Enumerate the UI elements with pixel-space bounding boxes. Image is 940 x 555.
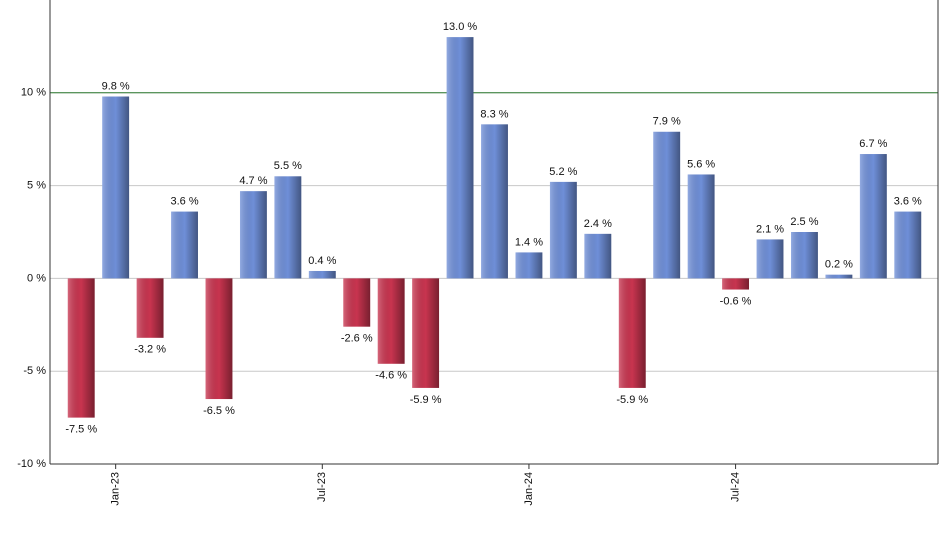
value-label: 2.5 % [790,216,818,228]
x-tick-label: Jul-23 [316,472,328,502]
bar-shade [756,239,784,279]
x-tick-label: Jan-23 [110,472,122,506]
value-label: 1.4 % [515,236,543,248]
value-label: 9.8 % [102,80,130,92]
value-label: -3.2 % [134,344,166,356]
value-label: -2.6 % [341,333,373,345]
y-tick-label: -5 % [23,365,46,377]
value-label: 2.4 % [584,218,612,230]
y-tick-label: 5 % [27,180,46,192]
bar-shade [653,131,681,279]
bar-shade [274,176,302,279]
x-tick-label: Jul-24 [729,472,741,502]
bar-shade [859,154,887,279]
value-label: 2.1 % [756,223,784,235]
value-label: 0.2 % [825,259,853,271]
value-label: 3.6 % [894,195,922,207]
y-tick-label: -10 % [17,458,46,470]
value-label: -0.6 % [720,295,752,307]
value-label: -7.5 % [65,424,97,436]
value-label: 5.5 % [274,160,302,172]
x-tick-label: Jan-24 [523,472,535,506]
value-label: 13.0 % [443,21,477,33]
bar-shade [446,37,474,279]
bar-shade [791,232,818,279]
bar-shade [687,174,715,279]
bar-shade [825,274,853,279]
bar-shade [722,278,750,290]
value-label: -4.6 % [375,370,407,382]
bar-shade [584,233,612,279]
value-label: -6.5 % [203,405,235,417]
bar-shade [136,278,164,338]
value-label: 5.6 % [687,158,715,170]
value-label: 3.6 % [170,195,198,207]
bar-shade [618,278,646,388]
bar-shade [205,278,233,400]
value-label: 4.7 % [239,175,267,187]
value-label: 8.3 % [480,108,508,120]
bar-shade [377,278,405,364]
value-label: 7.9 % [653,116,681,128]
value-label: 6.7 % [859,138,887,150]
bar-shade [894,211,922,279]
value-label: -5.9 % [616,394,648,406]
bar-shade [67,278,95,418]
bar-shade [308,270,336,279]
bar-shade [515,252,543,279]
bar-shade [239,191,267,279]
y-tick-label: 10 % [21,87,46,99]
bar-shade [171,211,198,279]
bar-shade [481,124,508,279]
bar-shade [102,96,130,279]
bar-shade [343,278,371,327]
bar-shade [412,278,440,388]
value-label: 0.4 % [308,255,336,267]
value-label: -5.9 % [410,394,442,406]
bar-shade [549,181,577,279]
y-tick-label: 0 % [27,272,46,284]
value-label: 5.2 % [549,166,577,178]
